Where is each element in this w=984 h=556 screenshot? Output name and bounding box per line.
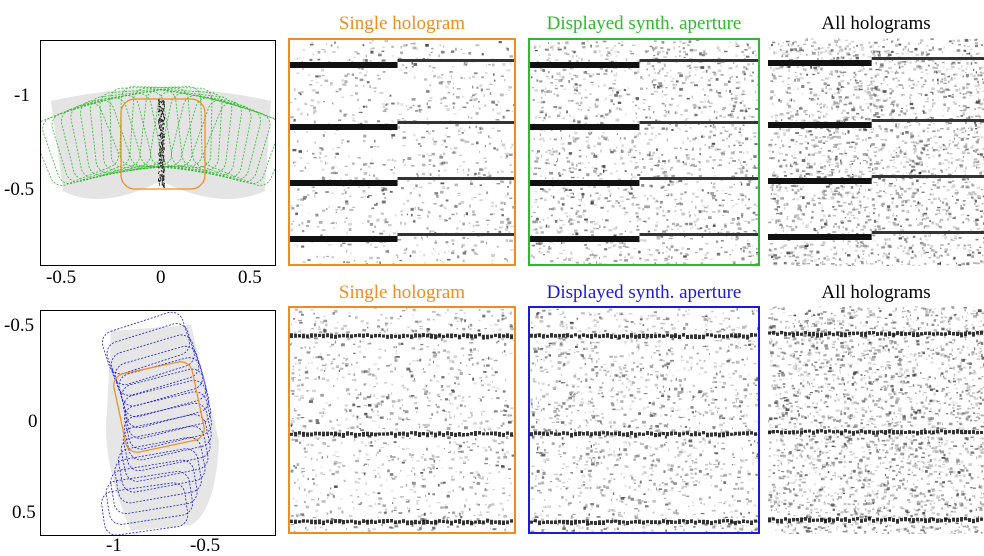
bottom-y-tick-1: -0.5 — [4, 316, 34, 335]
top-panel-1-title: Single hologram — [288, 14, 516, 33]
bottom-x-tick-2: -0.5 — [190, 536, 220, 555]
top-y-tick-2: -0.5 — [4, 180, 34, 199]
top-single-hologram-image — [288, 38, 516, 266]
top-x-tick-3: 0.5 — [238, 268, 262, 287]
top-panel-2-title: Displayed synth. aperture — [526, 14, 762, 33]
bottom-synth-aperture-image — [528, 306, 760, 534]
top-aperture-outlines — [41, 41, 275, 265]
bottom-panel-2-title: Displayed synth. aperture — [526, 283, 762, 302]
top-aperture-plot — [40, 40, 276, 266]
bottom-aperture-plot — [40, 310, 276, 536]
bottom-y-tick-3: 0.5 — [12, 503, 36, 522]
bottom-y-tick-2: 0 — [28, 412, 38, 431]
bottom-panel-1-title: Single hologram — [288, 283, 516, 302]
bottom-aperture-outlines — [41, 311, 275, 535]
bottom-x-tick-1: -1 — [106, 536, 122, 555]
bottom-all-holograms-image — [768, 306, 984, 534]
bottom-panel-3-title: All holograms — [768, 283, 984, 302]
top-x-tick-2: 0 — [156, 268, 166, 287]
top-x-tick-1: -0.5 — [46, 268, 76, 287]
top-panel-3-title: All holograms — [768, 14, 984, 33]
bottom-single-hologram-image — [288, 306, 516, 534]
top-all-holograms-image — [768, 38, 984, 266]
top-synth-aperture-image — [528, 38, 760, 266]
top-y-tick-1: -1 — [14, 86, 30, 105]
